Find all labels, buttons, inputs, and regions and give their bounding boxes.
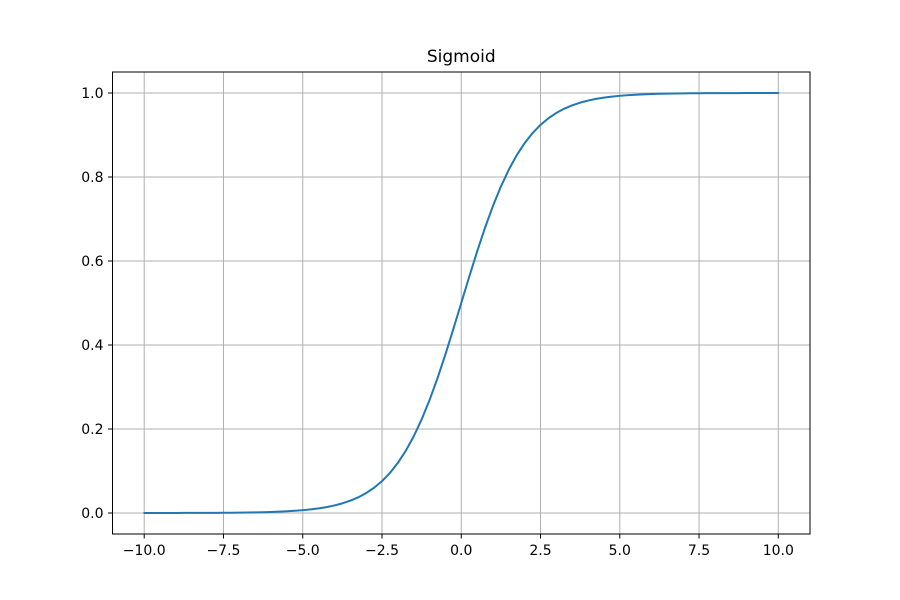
- x-tick-label: −10.0: [123, 543, 166, 559]
- y-tick-label: 0.6: [81, 254, 103, 270]
- y-tick-label: 0.2: [81, 422, 103, 438]
- y-tick-label: 1.0: [81, 86, 103, 102]
- x-tick-label: 5.0: [609, 543, 631, 559]
- x-tick-labels: −10.0 −7.5 −5.0 −2.5 0.0 2.5 5.0 7.5 10.0: [123, 543, 794, 559]
- x-tick-label: −2.5: [365, 543, 399, 559]
- y-tick-labels: 0.0 0.2 0.4 0.6 0.8 1.0: [81, 86, 103, 522]
- chart-title: Sigmoid: [427, 47, 496, 67]
- sigmoid-curve: [143, 92, 780, 514]
- axis-ticks: [108, 92, 779, 539]
- x-tick-label: 7.5: [688, 543, 710, 559]
- x-tick-label: −5.0: [286, 543, 320, 559]
- y-tick-label: 0.0: [81, 506, 103, 522]
- x-tick-label: 10.0: [763, 543, 794, 559]
- x-tick-label: 2.5: [529, 543, 551, 559]
- y-tick-label: 0.8: [81, 170, 103, 186]
- y-tick-label: 0.4: [81, 338, 103, 354]
- x-tick-label: 0.0: [450, 543, 472, 559]
- x-tick-label: −7.5: [206, 543, 240, 559]
